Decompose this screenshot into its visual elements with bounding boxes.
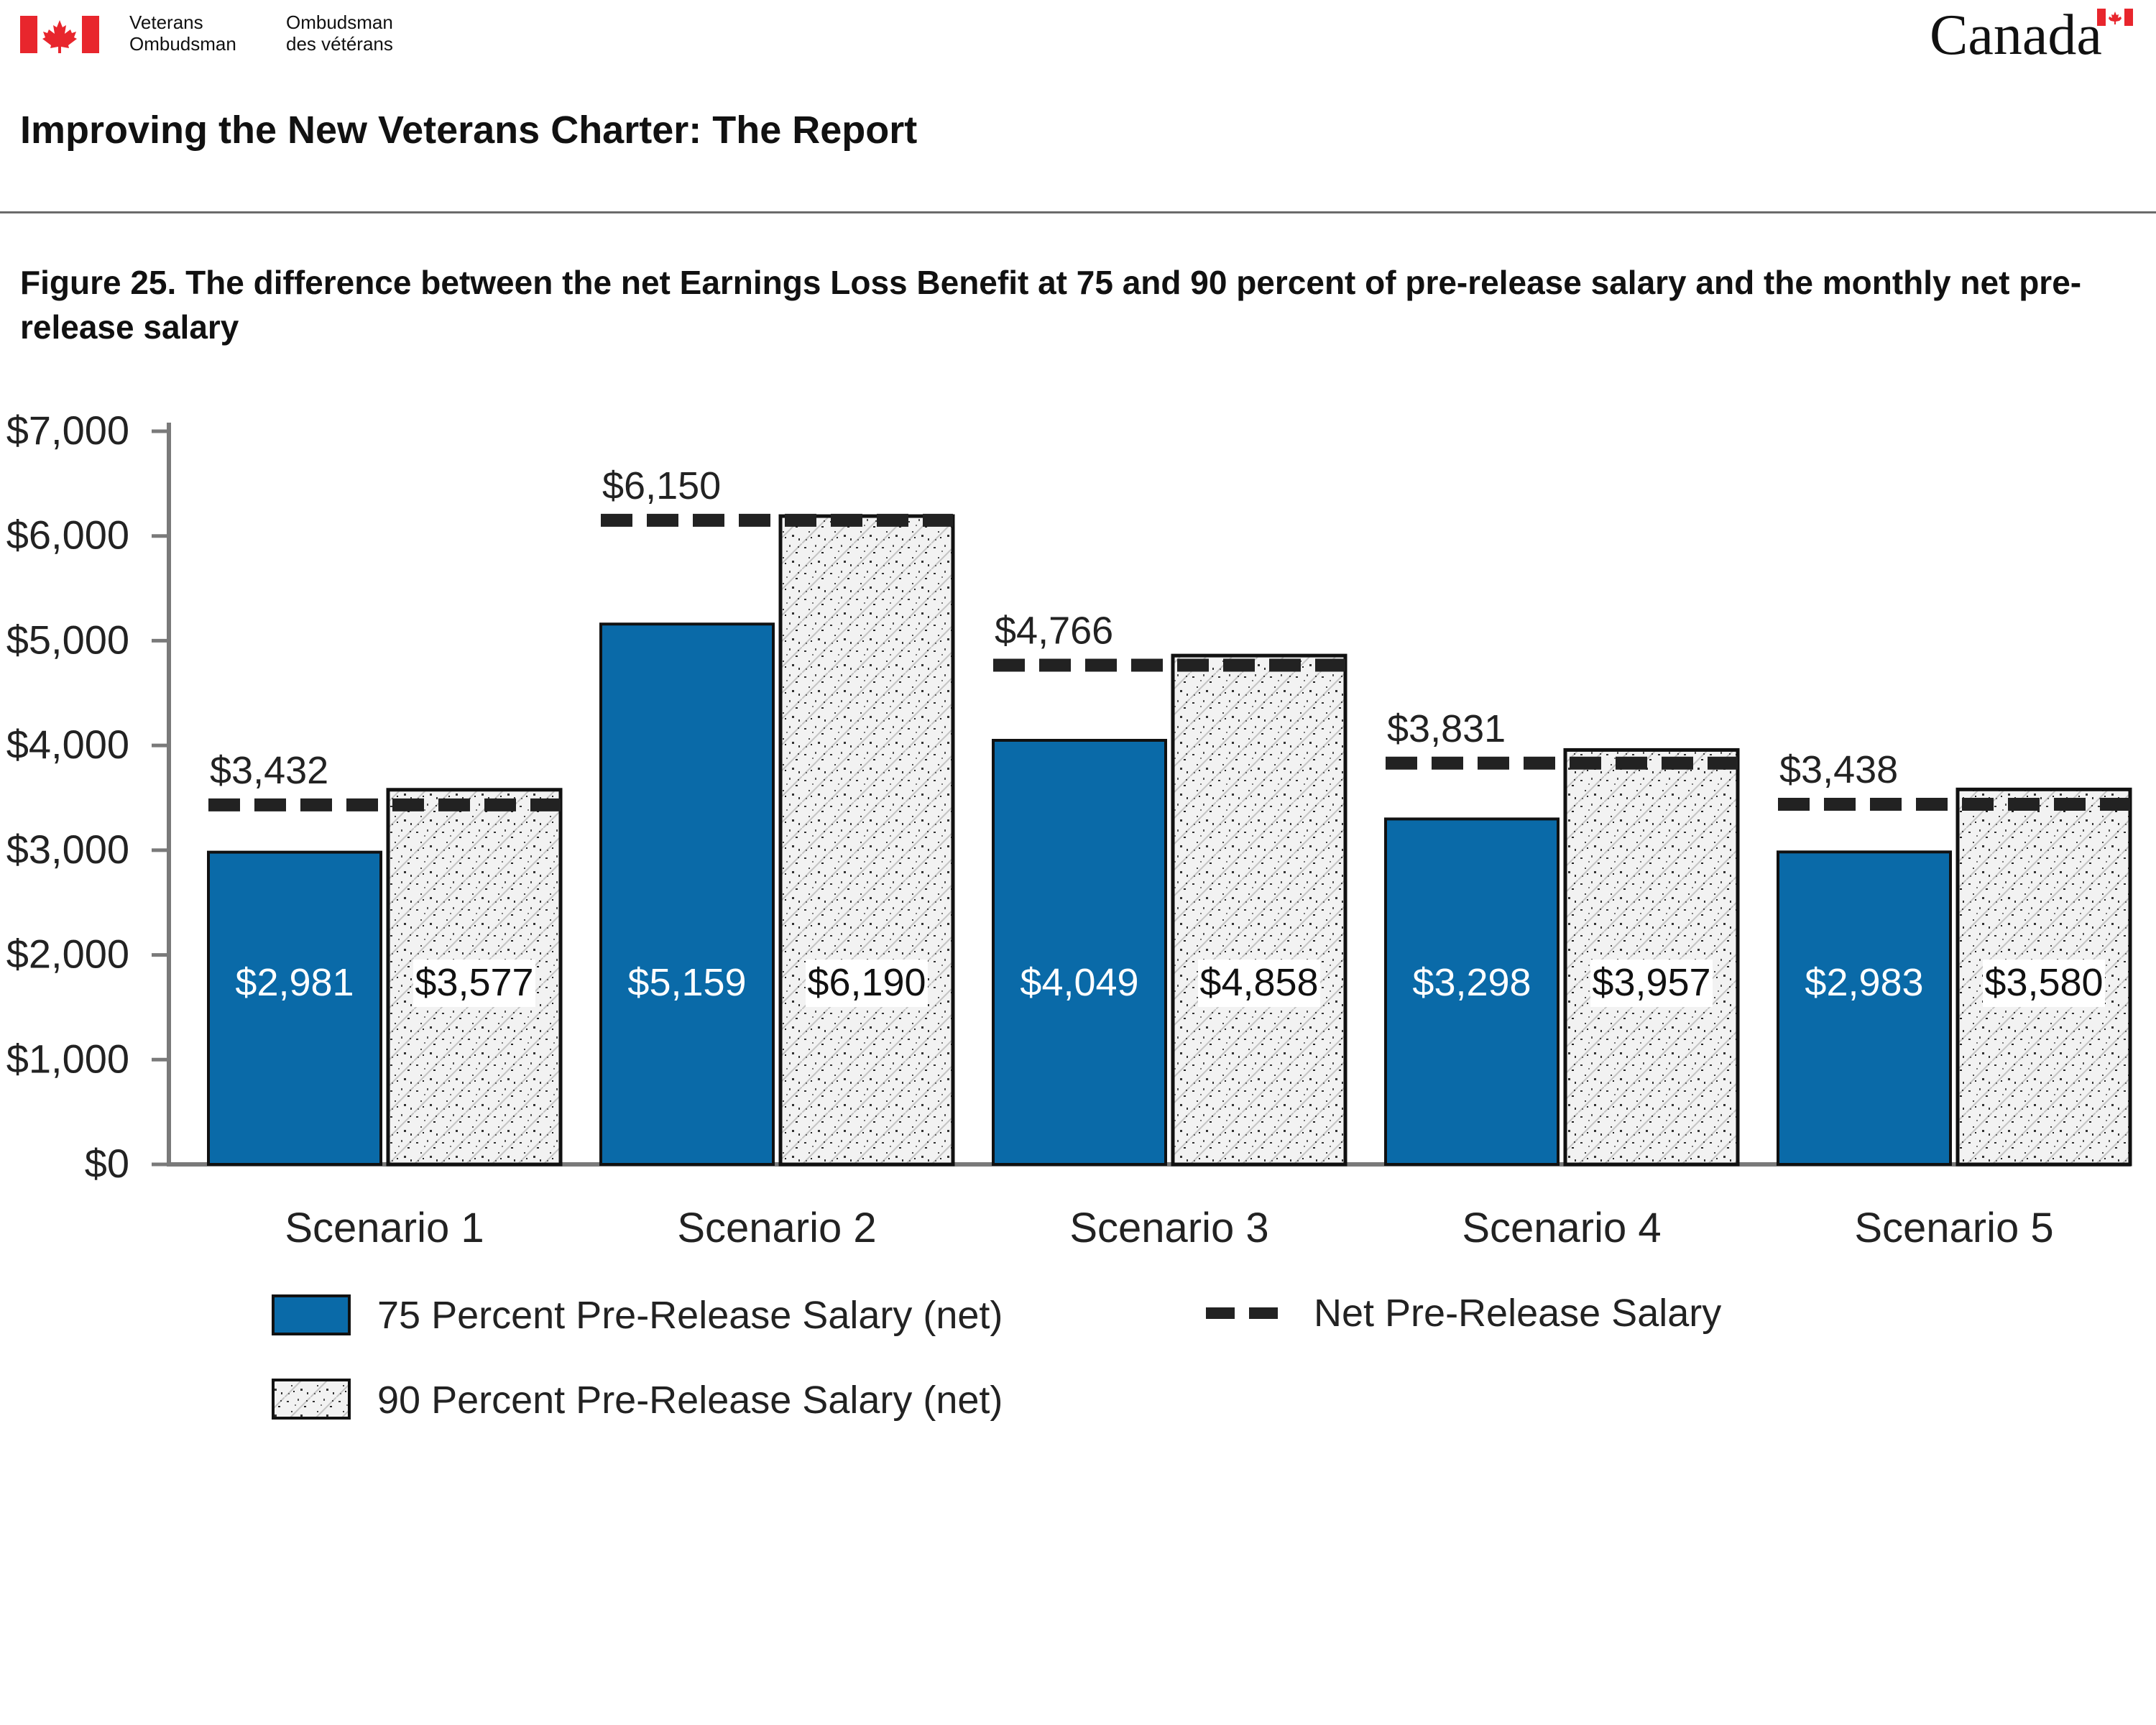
- bar-90-label-background: [413, 960, 535, 1007]
- bar-90-label-background: [1590, 960, 1713, 1007]
- net-salary-value-label: $4,766: [995, 610, 1113, 653]
- canada-flag-icon: [20, 16, 99, 53]
- bar-75-value-label: $2,981: [235, 961, 354, 1004]
- y-tick-label: $6,000: [6, 512, 129, 558]
- org-name-french: Ombudsman des vétérans: [286, 12, 393, 55]
- legend-label-75-percent: 75 Percent Pre-Release Salary (net): [377, 1294, 1003, 1337]
- bar-90-percent: [778, 514, 955, 1167]
- org-name-fr-line1: Ombudsman: [286, 12, 393, 33]
- net-salary-value-label: $6,150: [602, 464, 721, 507]
- x-tick-label: Scenario 5: [1854, 1205, 2053, 1251]
- bar-75-percent: [1777, 850, 1952, 1166]
- bar-75-percent: [992, 739, 1167, 1166]
- net-salary-value-label: $3,438: [1779, 748, 1898, 791]
- chart-plot-area: $0 $1,000 $2,000 $3,000 $4,000 $5,000 $6,000 $7…: [6, 408, 2132, 1422]
- bar-75-percent: [207, 850, 382, 1167]
- legend-label-net-line: Net Pre-Release Salary: [1314, 1292, 1721, 1335]
- bar-90-percent: [1171, 653, 1348, 1167]
- org-name-en-line2: Ombudsman: [129, 33, 236, 55]
- bar-75-value-label: $2,983: [1805, 961, 1923, 1004]
- legend-label-90-percent: 90 Percent Pre-Release Salary (net): [377, 1379, 1003, 1422]
- bar-75-percent: [599, 622, 775, 1166]
- org-name-english: Veterans Ombudsman: [129, 12, 236, 55]
- wordmark-flag-icon: [2097, 9, 2133, 26]
- bar-75-value-label: $3,298: [1412, 961, 1531, 1004]
- legend-swatch-90-percent: [272, 1379, 351, 1420]
- canada-wordmark: Canada: [1930, 4, 2102, 67]
- net-salary-value-label: $3,831: [1387, 707, 1506, 750]
- bar-75-value-label: $4,049: [1020, 961, 1138, 1004]
- page-header: Veterans Ombudsman Ombudsman des vétéran…: [0, 0, 2156, 216]
- bar-90-value-label: $3,580: [1984, 961, 2103, 1004]
- y-tick-label: $0: [85, 1141, 129, 1186]
- bar-75-percent: [1384, 817, 1560, 1167]
- y-tick-label: $4,000: [6, 722, 129, 767]
- bar-90-value-label: $3,577: [415, 961, 533, 1004]
- bar-90-value-label: $3,957: [1592, 961, 1710, 1004]
- y-tick-label: $7,000: [6, 408, 129, 453]
- y-tick-label: $3,000: [6, 827, 129, 872]
- bar-90-label-background: [1198, 960, 1320, 1007]
- x-tick-label: Scenario 1: [285, 1205, 484, 1251]
- header-divider: [0, 211, 2156, 213]
- y-tick-label: $2,000: [6, 932, 129, 977]
- bar-90-label-background: [1983, 960, 2105, 1007]
- bar-90-label-background: [806, 960, 928, 1007]
- x-tick-label: Scenario 2: [677, 1205, 876, 1251]
- org-name-fr-line2: des vétérans: [286, 33, 393, 55]
- report-title: Improving the New Veterans Charter: The …: [20, 109, 918, 152]
- figure-title: Figure 25. The difference between the ne…: [20, 264, 2082, 346]
- bar-90-percent: [1563, 748, 1740, 1167]
- x-tick-label: Scenario 4: [1462, 1205, 1661, 1251]
- y-tick-label: $5,000: [6, 617, 129, 662]
- net-salary-value-label: $3,432: [210, 749, 328, 792]
- legend-swatch-75-percent: [272, 1294, 351, 1335]
- y-tick-label: $1,000: [6, 1036, 129, 1081]
- x-tick-label: Scenario 3: [1069, 1205, 1268, 1251]
- bar-90-value-label: $4,858: [1199, 961, 1318, 1004]
- org-name-en-line1: Veterans: [129, 12, 203, 33]
- bar-90-value-label: $6,190: [807, 961, 926, 1004]
- bar-75-value-label: $5,159: [627, 961, 746, 1004]
